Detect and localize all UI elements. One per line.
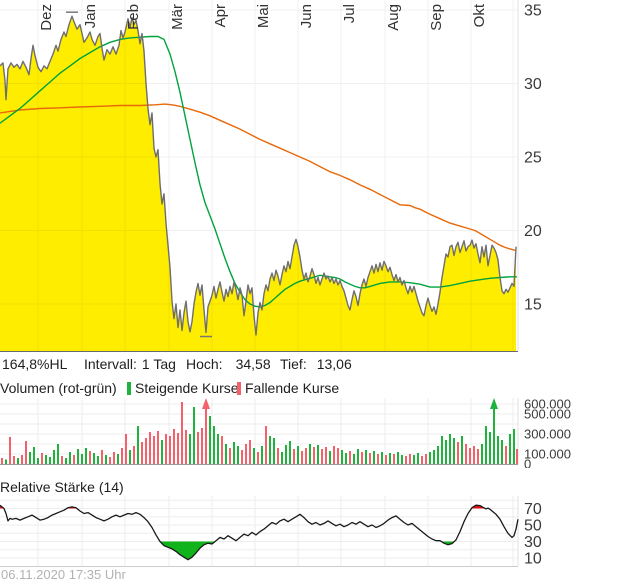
svg-text:Jun: Jun <box>298 4 315 28</box>
svg-text:Aug: Aug <box>385 4 402 31</box>
price-chart: Dez Jan Feb Mär Apr Mai Jun Jul Aug Sep Okt 35 30 25 2… <box>0 0 542 352</box>
low-label: Tief: <box>280 356 307 372</box>
falling-volume-swatch-icon <box>237 382 241 395</box>
rising-volume-label: Steigende Kurse <box>135 380 239 396</box>
stats-row: 164,8%HL Intervall: 1 Tag Hoch: 34,58 Ti… <box>0 356 620 374</box>
volume-title: Volumen (rot-grün) <box>0 380 117 396</box>
svg-text:20: 20 <box>524 223 542 240</box>
rising-volume-swatch-icon <box>127 382 131 395</box>
falling-volume-label: Fallende Kurse <box>245 380 340 396</box>
svg-text:Okt: Okt <box>471 3 488 27</box>
low-value: 13,06 <box>316 356 352 372</box>
svg-text:100.000: 100.000 <box>524 447 571 462</box>
svg-text:10: 10 <box>524 551 542 568</box>
low-stat: Tief: 13,06 <box>280 356 352 372</box>
svg-text:Jan: Jan <box>82 4 99 28</box>
svg-text:Feb: Feb <box>125 4 142 30</box>
interval-stat: Intervall: 1 Tag <box>84 356 176 372</box>
volume-legend: Volumen (rot-grün) Steigende Kurse Falle… <box>0 380 620 397</box>
svg-text:300.000: 300.000 <box>524 427 571 442</box>
svg-text:70: 70 <box>524 501 542 518</box>
high-label: Hoch: <box>186 356 223 372</box>
svg-text:30: 30 <box>524 534 542 551</box>
svg-text:0: 0 <box>524 457 531 469</box>
rsi-title: Relative Stärke (14) <box>0 479 124 495</box>
timestamp: 06.11.2020 17:35 Uhr <box>1 567 126 582</box>
range-percent-value: 164,8%HL <box>2 356 68 372</box>
svg-text:Jul: Jul <box>341 4 358 23</box>
svg-text:Apr: Apr <box>212 4 229 27</box>
svg-text:Dez: Dez <box>38 4 55 31</box>
high-stat: Hoch: 34,58 <box>186 356 271 372</box>
svg-text:50: 50 <box>524 518 542 535</box>
interval-value: 1 Tag <box>141 356 176 372</box>
svg-text:25: 25 <box>524 150 542 167</box>
svg-text:15: 15 <box>524 297 542 314</box>
svg-text:Mai: Mai <box>255 4 272 28</box>
svg-text:600.000: 600.000 <box>524 397 571 412</box>
svg-text:30: 30 <box>524 76 542 93</box>
svg-text:Sep: Sep <box>428 4 445 31</box>
svg-text:35: 35 <box>524 3 542 20</box>
svg-text:500.000: 500.000 <box>524 407 571 422</box>
high-value: 34,58 <box>235 356 271 372</box>
interval-label: Intervall: <box>84 356 137 372</box>
svg-text:Mär: Mär <box>169 4 186 30</box>
